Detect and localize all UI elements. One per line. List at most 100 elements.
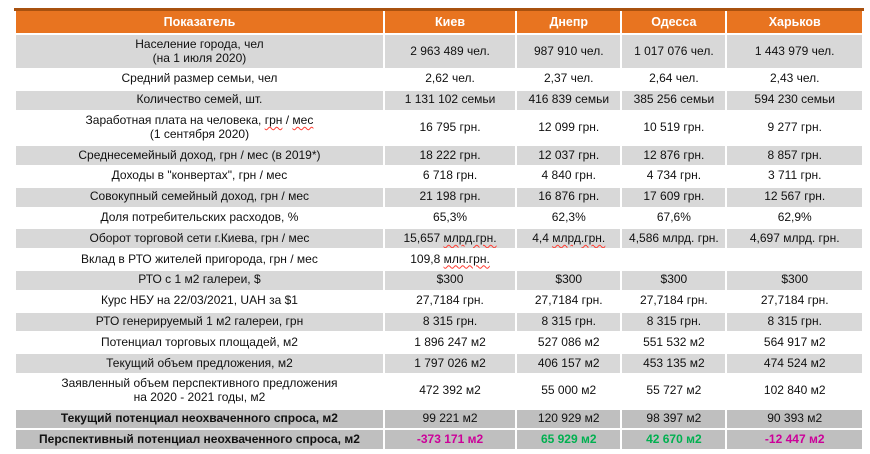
value-cell: 62,3% [515, 206, 623, 230]
value-cell: 1 017 076 чел. [620, 33, 728, 70]
misspelled-text: мес [292, 113, 314, 128]
value-cell: $300 [725, 268, 864, 292]
row-label: Заявленный объем перспективного предложе… [14, 372, 385, 410]
value-cell: 472 392 м2 [382, 372, 518, 410]
value-cell: 8 315 грн. [382, 310, 518, 334]
text-segment: 4,4 [532, 230, 553, 245]
value-cell: 15,657 млрд.грн. [382, 227, 518, 251]
table-row: Заработная плата на человека, грн / мес (… [14, 109, 864, 147]
misspelled-text: млрд.грн. [552, 230, 606, 245]
value-cell: 109,8 млн.грн. [382, 248, 518, 271]
value-cell: 2 963 489 чел. [382, 33, 518, 70]
value-cell: 99 221 м2 [382, 407, 518, 431]
table-row: Количество семей, шт. 1 131 102 семьи 416 … [14, 88, 864, 112]
value-cell: 987 910 чел. [515, 33, 623, 70]
row-label: Совокупный семейный доход, грн / мес [14, 185, 385, 209]
highlighted-value: -373 171 м2 [416, 431, 484, 446]
value-cell: 2,37 чел. [515, 67, 623, 91]
table-row: Доля потребительских расходов, % 65,3% 62,… [14, 206, 864, 230]
value-cell: 120 929 м2 [515, 407, 623, 431]
value-cell: 1 797 026 м2 [382, 352, 518, 375]
value-cell: 4,4 млрд.грн. [515, 227, 623, 251]
value-cell: 12 876 грн. [620, 144, 728, 167]
value-cell: $300 [620, 268, 728, 292]
value-cell: 8 315 грн. [515, 310, 623, 334]
table-row: Вклад в РТО жителей пригорода, грн / мес… [14, 248, 864, 271]
value-cell: 90 393 м2 [725, 407, 864, 431]
table-row: Текущий объем предложения, м2 1 797 026 м… [14, 352, 864, 375]
table-row: Совокупный семейный доход, грн / мес 21 1… [14, 185, 864, 209]
highlighted-value: -12 447 м2 [764, 431, 825, 446]
value-cell: 551 532 м2 [620, 331, 728, 355]
table-body: Население города, чел (на 1 июля 2020) 2 9… [14, 33, 864, 452]
misspelled-text: млн.грн. [443, 251, 490, 266]
table-row: Доходы в "конвертах", грн / мес 6 718 грн… [14, 164, 864, 188]
misspelled-text: грн [264, 113, 283, 128]
row-label: Средний размер семьи, чел [14, 67, 385, 91]
value-cell [620, 248, 728, 271]
value-cell: -373 171 м2 [382, 428, 518, 452]
row-label: Доля потребительских расходов, % [14, 206, 385, 230]
value-cell: 65 929 м2 [515, 428, 623, 452]
row-label: Вклад в РТО жителей пригорода, грн / мес [14, 248, 385, 271]
table-row: Население города, чел (на 1 июля 2020) 2 9… [14, 33, 864, 70]
value-cell: $300 [382, 268, 518, 292]
value-cell: 27,7184 грн. [382, 289, 518, 313]
value-cell: 8 315 грн. [725, 310, 864, 334]
value-cell: 9 277 грн. [725, 109, 864, 147]
highlighted-value: 65 929 м2 [540, 431, 597, 446]
value-cell: 4 840 грн. [515, 164, 623, 188]
value-cell: 1 131 102 семьи [382, 88, 518, 112]
table-row: Заявленный объем перспективного предложе… [14, 372, 864, 410]
text-segment: Заработная плата на человека, [85, 113, 265, 128]
row-label: Оборот торговой сети г.Киева, грн / мес [14, 227, 385, 251]
value-cell: 1 896 247 м2 [382, 331, 518, 355]
value-cell: 62,9% [725, 206, 864, 230]
value-cell: 42 670 м2 [620, 428, 728, 452]
value-cell: 16 795 грн. [382, 109, 518, 147]
value-cell: 27,7184 грн. [725, 289, 864, 313]
table-row: Курс НБУ на 22/03/2021, UAH за $1 27,7184… [14, 289, 864, 313]
row-label: Доходы в "конвертах", грн / мес [14, 164, 385, 188]
value-cell: 594 230 семьи [725, 88, 864, 112]
value-cell: 8 315 грн. [620, 310, 728, 334]
value-cell: 2,64 чел. [620, 67, 728, 91]
row-label: Текущий потенциал неохваченного спроса, … [14, 407, 385, 431]
value-cell: 4,586 млрд. грн. [620, 227, 728, 251]
value-cell [725, 248, 864, 271]
value-cell: 564 917 м2 [725, 331, 864, 355]
value-cell: 8 857 грн. [725, 144, 864, 167]
value-cell: 2,62 чел. [382, 67, 518, 91]
row-label: Среднесемейный доход, грн / мес (в 2019*… [14, 144, 385, 167]
table-row: Потенциал торговых площадей, м2 1 896 247… [14, 331, 864, 355]
column-header-kyiv: Киев [382, 8, 518, 36]
column-header-indicator: Показатель [14, 8, 385, 36]
value-cell: 67,6% [620, 206, 728, 230]
value-cell: 416 839 семьи [515, 88, 623, 112]
highlighted-value: 42 670 м2 [646, 431, 702, 446]
table-row: Перспективный потенциал неохваченного сп… [14, 428, 864, 452]
text-segment: 15,657 [403, 230, 444, 245]
table-row: Текущий потенциал неохваченного спроса, … [14, 407, 864, 431]
value-cell: 406 157 м2 [515, 352, 623, 375]
table-row: Среднесемейный доход, грн / мес (в 2019*… [14, 144, 864, 167]
column-header-kharkiv: Харьков [725, 8, 864, 36]
value-cell: 2,43 чел. [725, 67, 864, 91]
table-row: Оборот торговой сети г.Киева, грн / мес 1… [14, 227, 864, 251]
value-cell: 17 609 грн. [620, 185, 728, 209]
value-cell: 102 840 м2 [725, 372, 864, 410]
text-segment: (1 сентября 2020) [149, 126, 250, 141]
row-label: Население города, чел (на 1 июля 2020) [14, 33, 385, 70]
value-cell: 6 718 грн. [382, 164, 518, 188]
value-cell: 21 198 грн. [382, 185, 518, 209]
value-cell: 4 734 грн. [620, 164, 728, 188]
misspelled-text: млрд.грн. [443, 230, 497, 245]
row-label: Заработная плата на человека, грн / мес (… [14, 109, 385, 147]
row-label: Перспективный потенциал неохваченного сп… [14, 428, 385, 452]
value-cell: 16 876 грн. [515, 185, 623, 209]
value-cell: 27,7184 грн. [620, 289, 728, 313]
value-cell: 4,697 млрд. грн. [725, 227, 864, 251]
value-cell: 10 519 грн. [620, 109, 728, 147]
row-label: РТО с 1 м2 галереи, $ [14, 268, 385, 292]
